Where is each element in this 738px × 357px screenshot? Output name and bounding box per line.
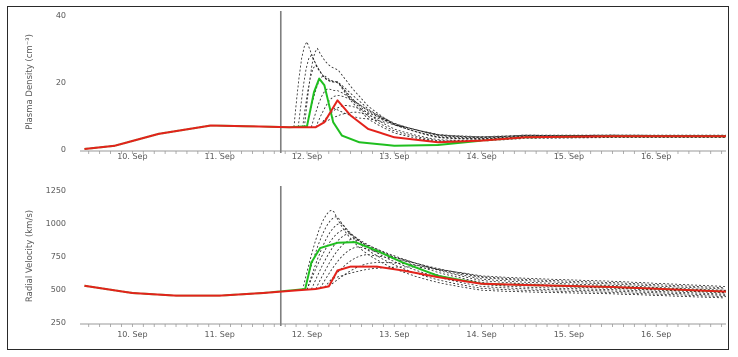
density-ensemble-member [333,107,726,138]
velocity-y-tick-label: 1000 [46,219,66,228]
velocity-ensemble-member [328,262,725,289]
velocity-ensemble-member [333,266,727,287]
plasma-density-panel: 10. Sep 11. Sep 12. Sep 13. Sep 14. Sep 15. S… [25,11,726,161]
velocity-x-tick-label: 12. Sep [292,330,322,339]
density-x-tick-label: 14. Sep [466,152,496,161]
density-x-tick-label: 13. Sep [379,152,409,161]
density-y-tick-label: 40 [56,11,66,20]
velocity-ensemble-member [306,229,727,295]
velocity-y-axis-label: Radial Velocity (km/s) [25,210,35,302]
ensemble-forecast-chart: 10. Sep 11. Sep 12. Sep 13. Sep 14. Sep 15. S… [25,11,727,339]
radial-velocity-panel: 10. Sep 11. Sep 12. Sep 13. Sep 14. Sep 15. S… [25,186,727,339]
velocity-x-tick-label: 10. Sep [117,330,147,339]
density-red-line [84,99,726,150]
density-y-tick-label: 20 [56,78,66,87]
density-ensemble-member [319,104,726,138]
density-x-tick-label: 15. Sep [554,152,584,161]
velocity-y-tick-label: 1250 [46,186,66,195]
velocity-ensemble-member [304,216,727,298]
velocity-red-line [84,265,727,297]
velocity-ensemble-member [302,209,725,299]
velocity-ensemble-member [324,254,726,290]
chart-frame: 10. Sep 11. Sep 12. Sep 13. Sep 14. Sep 15. S… [7,6,729,350]
density-x-tick-label: 12. Sep [292,152,322,161]
velocity-ensemble-member [306,222,727,296]
velocity-x-tick-label: 13. Sep [379,330,409,339]
density-x-tick-label: 11. Sep [205,152,235,161]
velocity-y-tick-label: 750 [51,252,66,261]
velocity-y-tick-label: 250 [51,318,66,327]
velocity-x-tick-label: 14. Sep [466,330,496,339]
density-ensemble-member [293,40,726,142]
velocity-y-tick-label: 500 [51,285,66,294]
velocity-x-tick-label: 11. Sep [205,330,235,339]
velocity-x-tick-label: 16. Sep [641,330,671,339]
density-y-tick-label: 0 [61,145,66,154]
density-ensemble-member [304,47,726,140]
velocity-x-tick-label: 15. Sep [554,330,584,339]
density-ensemble-member [302,64,725,141]
density-y-axis-label: Plasma Density (cm⁻³) [25,34,35,130]
density-ensemble-member [297,54,726,142]
density-x-tick-label: 16. Sep [641,152,671,161]
density-x-tick-label: 10. Sep [117,152,147,161]
density-ensemble-member [324,111,726,138]
velocity-ensemble-member [315,238,725,292]
